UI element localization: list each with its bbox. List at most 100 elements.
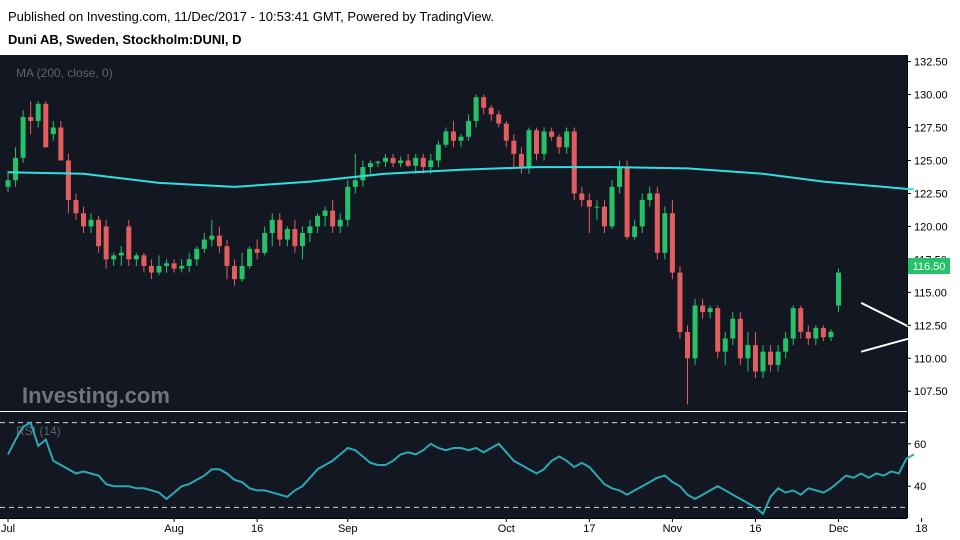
- candle-body: [632, 226, 638, 237]
- candle-body: [413, 157, 419, 166]
- time-tick-label: Sep: [338, 523, 358, 535]
- candle-body: [126, 226, 132, 260]
- candle-body: [549, 131, 555, 137]
- time-tick-label: 16: [749, 523, 761, 535]
- candle-body: [383, 157, 388, 162]
- price-tick-label: 112.50: [914, 320, 947, 332]
- candle-body: [503, 123, 509, 141]
- candle-body: [375, 161, 381, 164]
- candle-body: [473, 97, 479, 121]
- rsi-series: [7, 421, 915, 516]
- candle-body: [277, 219, 283, 240]
- candle-body: [164, 263, 170, 266]
- candle-body: [43, 103, 49, 148]
- candle-body: [103, 226, 109, 260]
- candle-body: [609, 186, 615, 227]
- price-tick-label: 110.00: [914, 353, 947, 365]
- price-axis: 107.50110.00112.50115.00117.50120.00122.…: [907, 57, 948, 398]
- candle-body: [700, 305, 706, 313]
- rsi-axis: 40 60: [907, 439, 926, 493]
- candle-body: [685, 331, 690, 359]
- time-tick-label: Nov: [663, 523, 683, 535]
- candle-body: [488, 107, 494, 115]
- time-axis: Jul Aug 16 Sep Oct 17 Nov 16 Dec 18: [1, 518, 928, 535]
- candle-body: [330, 210, 336, 227]
- candle-body: [156, 265, 162, 273]
- candle-body: [481, 97, 487, 108]
- candle-body: [65, 160, 71, 201]
- candle-body: [783, 338, 789, 352]
- price-chart[interactable]: MA (200, close, 0) Investing.com RSI (14…: [0, 55, 960, 540]
- candle-body: [571, 131, 577, 194]
- candle-body: [81, 213, 86, 227]
- candle-body: [352, 180, 358, 187]
- candle-body: [828, 331, 834, 338]
- candle-body: [13, 157, 19, 181]
- candle-body: [345, 186, 351, 220]
- candle-body: [133, 255, 139, 260]
- candle-body: [654, 193, 660, 253]
- candle-body: [805, 331, 811, 339]
- candle-body: [88, 219, 94, 227]
- candle-body: [148, 265, 154, 273]
- pattern-trendline: [860, 301, 915, 331]
- candle-body: [171, 263, 177, 269]
- candle-body: [209, 235, 215, 240]
- candle-body: [428, 160, 434, 168]
- rsi-indicator-label[interactable]: RSI (14): [16, 424, 61, 438]
- candle-body: [466, 120, 472, 137]
- candle-body: [337, 219, 343, 227]
- candle-body: [790, 308, 796, 339]
- candle-body: [669, 213, 675, 273]
- rsi-tick-label: 60: [914, 439, 926, 451]
- candle-body: [398, 160, 404, 164]
- candle-body: [435, 144, 441, 161]
- candle-body: [247, 248, 253, 266]
- candle-body: [58, 127, 64, 161]
- candle-body: [5, 180, 11, 187]
- candle-body: [541, 131, 547, 154]
- candle-body: [367, 163, 373, 168]
- candle-body: [201, 239, 207, 249]
- candle-body: [624, 167, 630, 237]
- candle-body: [73, 200, 79, 214]
- candle-body: [186, 259, 192, 266]
- candle-body: [118, 252, 124, 256]
- candle-body: [556, 136, 562, 148]
- candle-body: [707, 308, 713, 313]
- candle-body: [194, 248, 200, 260]
- candle-body: [390, 157, 396, 164]
- candle-body: [292, 229, 298, 247]
- candle-body: [299, 233, 305, 247]
- ma-indicator-label[interactable]: MA (200, close, 0): [16, 66, 113, 80]
- candle-body: [360, 167, 366, 181]
- rsi-level-lines: [0, 422, 907, 508]
- candle-body: [307, 226, 313, 233]
- candle-body: [496, 114, 502, 124]
- candle-body: [224, 246, 230, 266]
- time-tick-label: Dec: [829, 523, 849, 535]
- candle-body: [722, 338, 728, 352]
- candle-body: [617, 167, 623, 187]
- price-tick-label: 120.00: [914, 221, 948, 233]
- candle-body: [677, 272, 683, 332]
- candle-body: [768, 351, 774, 365]
- pattern-trendline: [860, 336, 915, 353]
- rsi-tick-label: 40: [914, 481, 926, 493]
- candle-body: [730, 318, 736, 339]
- candle-body: [662, 213, 668, 253]
- candle-body: [737, 318, 743, 359]
- published-note: Published on Investing.com, 11/Dec/2017 …: [8, 9, 494, 24]
- candle-body: [239, 265, 245, 280]
- candle-body: [647, 193, 653, 201]
- candle-body: [262, 233, 268, 253]
- candle-body: [715, 308, 721, 352]
- candle-body: [692, 305, 698, 359]
- candle-body: [111, 255, 117, 260]
- investing-watermark: Investing.com: [22, 383, 170, 408]
- candle-series: [5, 94, 841, 405]
- candle-body: [594, 206, 600, 208]
- candle-body: [752, 345, 758, 372]
- candle-body: [216, 235, 222, 247]
- candle-body: [322, 210, 328, 216]
